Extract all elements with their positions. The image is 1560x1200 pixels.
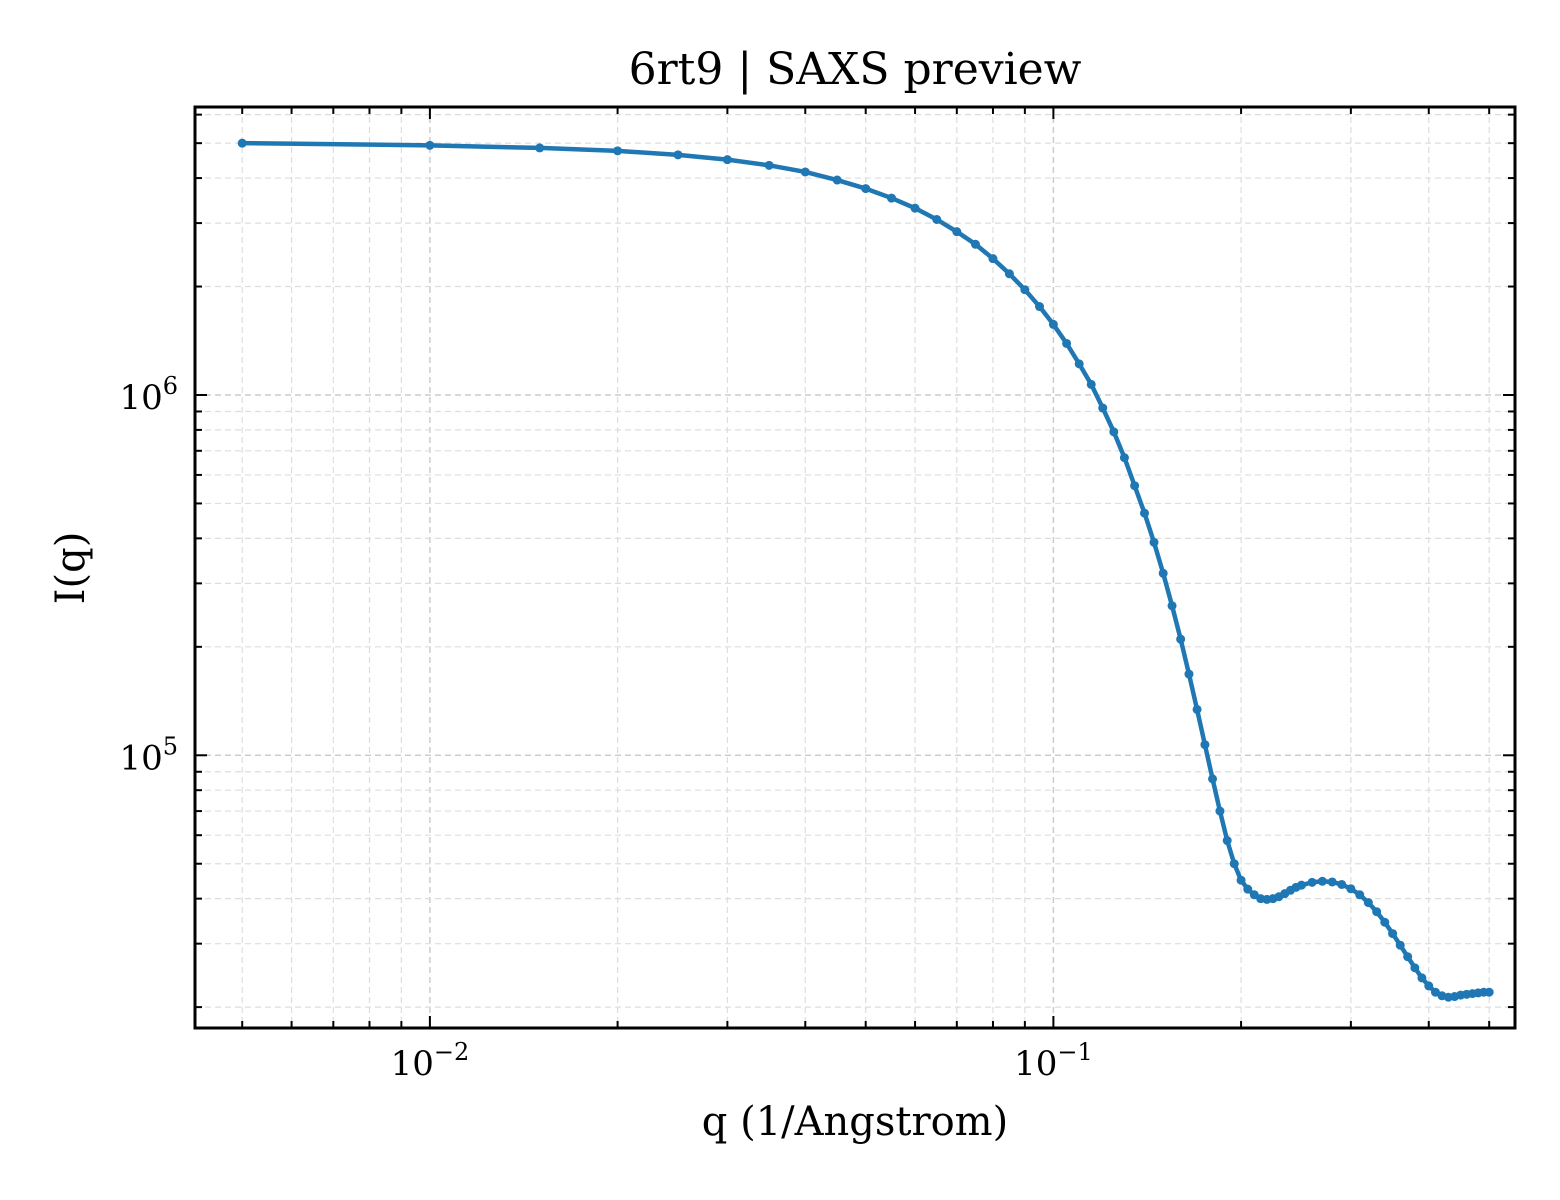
x-tick-label: 10−1 — [1014, 1038, 1093, 1084]
data-point — [1355, 890, 1365, 900]
data-point — [1130, 481, 1140, 491]
data-point — [1388, 929, 1398, 939]
data-point — [237, 138, 247, 148]
data-point — [1158, 568, 1168, 578]
data-point — [800, 167, 810, 177]
data-point — [1307, 877, 1317, 887]
data-point — [1200, 740, 1210, 750]
data-point — [1403, 952, 1413, 962]
x-tick-label: 10−2 — [391, 1038, 470, 1084]
data-point — [1484, 987, 1494, 997]
data-point — [1062, 338, 1072, 348]
data-point — [1176, 634, 1186, 644]
y-axis-label: I(q) — [48, 532, 94, 605]
data-point — [1410, 963, 1420, 973]
data-point — [535, 143, 545, 153]
x-axis-label: q (1/Angstrom) — [702, 1099, 1008, 1145]
y-tick-label: 105 — [119, 732, 178, 778]
data-point — [1327, 877, 1337, 887]
data-point — [1208, 774, 1218, 784]
data-point — [1236, 875, 1246, 885]
series-layer — [237, 138, 1494, 1002]
data-point — [988, 254, 998, 264]
data-point — [1424, 981, 1434, 991]
plot-frame — [193, 105, 1517, 1030]
data-point — [1167, 601, 1177, 611]
data-point — [1035, 302, 1045, 312]
data-point — [910, 203, 920, 213]
data-point — [1363, 898, 1373, 908]
data-point — [1297, 880, 1307, 890]
data-point — [1317, 876, 1327, 886]
data-point — [1020, 285, 1030, 295]
data-point — [1109, 427, 1119, 437]
data-point — [1395, 940, 1405, 950]
ticks: 10−2 10−1 105 106 — [119, 107, 1515, 1084]
data-point — [861, 184, 871, 194]
data-point — [1048, 319, 1058, 329]
data-point — [1380, 917, 1390, 927]
data-point — [1229, 859, 1239, 869]
data-point — [1086, 379, 1096, 389]
data-point — [1243, 884, 1253, 894]
data-point — [1098, 403, 1108, 413]
data-point — [1222, 836, 1232, 846]
data-point — [722, 155, 732, 165]
chart-title: 6rt9 | SAXS preview — [629, 44, 1082, 95]
data-point — [887, 193, 897, 203]
data-point — [1192, 704, 1202, 714]
data-point — [1074, 359, 1084, 369]
data-point — [425, 140, 435, 150]
data-point — [932, 214, 942, 224]
y-tick-label: 106 — [119, 372, 178, 418]
data-point — [1149, 537, 1159, 547]
data-point — [1004, 269, 1014, 279]
data-point — [832, 175, 842, 185]
data-point — [1184, 669, 1194, 679]
data-point — [970, 239, 980, 249]
data-point — [1417, 973, 1427, 983]
data-point — [1372, 907, 1382, 917]
data-point — [1346, 884, 1356, 894]
data-point — [673, 150, 683, 160]
data-point — [1337, 879, 1347, 889]
data-point — [1140, 508, 1150, 518]
data-point — [764, 160, 774, 170]
data-point — [952, 227, 962, 237]
grid — [195, 107, 1515, 1028]
data-point — [1119, 453, 1129, 463]
data-point — [613, 146, 623, 156]
data-point — [1215, 806, 1225, 816]
